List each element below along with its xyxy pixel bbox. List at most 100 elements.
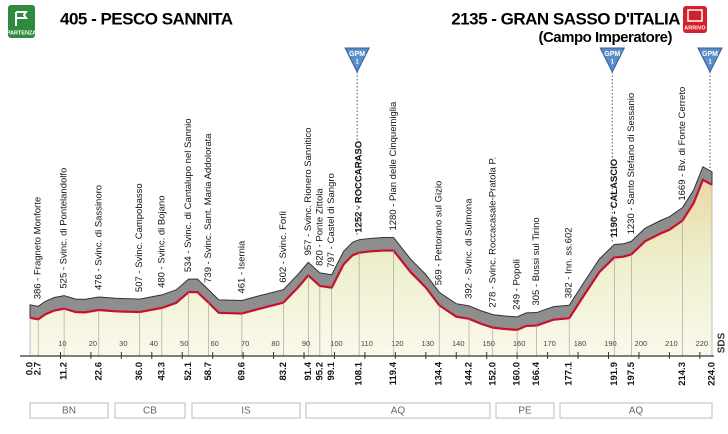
km-label: 95.2 <box>314 362 325 381</box>
km-label: 152.0 <box>487 362 498 386</box>
km-label: 52.1 <box>183 361 194 380</box>
profile-fill <box>30 179 712 356</box>
gpm-category: 1 <box>355 60 359 66</box>
waypoint-label: 569 - Pettorano sul Gizio <box>434 181 445 286</box>
waypoint-label: 305 - Bussi sul Tirino <box>531 217 542 305</box>
km-label: 160.0 <box>512 362 523 386</box>
gpm-label: GPM <box>604 51 620 58</box>
x-tick-label: 150 <box>482 339 495 348</box>
x-tick-label: 220 <box>696 339 709 348</box>
region-box <box>191 402 301 419</box>
x-tick-label: 10 <box>58 339 66 348</box>
km-label: 119.4 <box>388 361 399 385</box>
waypoint-label: 797 - Castel di Sangro <box>326 173 337 268</box>
region-label: CB <box>143 406 157 417</box>
km-label: 177.1 <box>564 361 575 385</box>
regions <box>29 402 713 419</box>
gpm-marker <box>599 47 626 74</box>
x-tick-label: 170 <box>543 339 556 348</box>
x-tick-label: 120 <box>391 339 404 348</box>
km-label: 197.5 <box>626 361 637 385</box>
waypoint-label: 957 - Svinc. Rionero Sannitico <box>303 128 314 256</box>
gpm-label: GPM <box>349 51 365 58</box>
start-badge: PARTENZA <box>7 5 37 38</box>
x-tick-label: 70 <box>241 339 249 348</box>
region-label: AQ <box>391 406 406 417</box>
km-label: 166.4 <box>531 361 542 385</box>
km-label: 22.6 <box>93 362 104 381</box>
x-tick-label: 60 <box>211 339 219 348</box>
km-label: 2.7 <box>33 362 44 375</box>
finish-icon <box>687 9 703 22</box>
km-label: 43.3 <box>156 362 167 381</box>
km-label: 58.7 <box>203 362 214 381</box>
finish-subtitle: (Campo Imperatore) <box>538 29 672 46</box>
km-label: 69.6 <box>236 362 247 381</box>
x-tick-label: 110 <box>361 339 373 348</box>
waypoint-label: 1280 - Pian delle Cinquemiglia <box>388 101 399 231</box>
region-box <box>305 402 491 419</box>
region-label: AQ <box>629 406 644 417</box>
km-label: 108.1 <box>354 361 365 385</box>
waypoint-label: 480 - Svinc. di Bojano <box>156 196 167 288</box>
km-label: 36.0 <box>134 362 145 381</box>
waypoint-label: 382 - Inn. ss.602 <box>564 227 575 298</box>
km-label: 0.0 <box>25 362 36 375</box>
waypoint-label: 392 - Svinc. di Sulmona <box>464 198 475 299</box>
finish-title: 2135 - GRAN SASSO D'ITALIA <box>451 9 680 28</box>
km-label: 191.9 <box>609 362 620 386</box>
gpm-category: 1 <box>708 60 712 66</box>
finish-badge: ARRIVO <box>683 6 707 33</box>
x-tick-label: 50 <box>180 339 188 348</box>
waypoint-label: 1252 - ROCCARASO <box>354 141 365 233</box>
x-tick-label: 130 <box>422 339 435 348</box>
x-tick-label: 100 <box>330 339 343 348</box>
x-tick-label: 40 <box>150 339 158 348</box>
km-label: 83.2 <box>278 362 289 381</box>
region-label: PE <box>518 406 532 417</box>
waypoint-label: 386 - Fragneto Monforte <box>33 197 44 299</box>
x-tick-label: 90 <box>302 339 310 348</box>
waypoint-label: 820 - Ponte Zittola <box>314 188 325 266</box>
waypoint-label: 1230 - Santo Stefano di Sessanio <box>626 93 637 235</box>
waypoint-label: 534 - Svinc. di Cantalupo nel Sannio <box>183 118 194 272</box>
region-box <box>29 402 109 419</box>
start-title: 405 - PESCO SANNITA <box>60 9 233 28</box>
waypoint-label: 602 - Svinc. Forlì <box>278 211 289 283</box>
start-badge-box <box>8 5 35 38</box>
waypoint-label: 739 - Svinc. Sant. Maria Addolorata <box>203 133 214 283</box>
x-tick-label: 140 <box>452 339 465 348</box>
plot: 10 20 30 40 50 60 70 80 90 100 110 120 130 140 150 160 1… <box>25 47 723 386</box>
x-tick-label: 210 <box>665 339 678 348</box>
region-label: BN <box>62 406 76 417</box>
km-label: 214.3 <box>677 362 688 386</box>
x-tick-label: 190 <box>604 339 617 348</box>
waypoint-label: 1190 - CALASCIO <box>609 159 620 238</box>
region-box <box>559 402 713 419</box>
x-tick-label: 200 <box>635 339 648 348</box>
waypoint-label: 461 - Isernia <box>236 240 247 294</box>
gpm-category: 1 <box>611 60 615 66</box>
waypoint-label: 476 - Svinc. di Sassinoro <box>93 185 104 290</box>
km-label: 91.4 <box>303 361 314 380</box>
finish-badge-text: ARRIVO <box>684 25 706 31</box>
credit: SDS <box>717 332 728 353</box>
x-tick-label: 180 <box>574 339 587 348</box>
finish-badge-box <box>683 6 707 33</box>
km-label: 11.2 <box>59 362 70 380</box>
waypoint-label: 507 - Svinc. Campobasso <box>134 183 145 292</box>
waypoint-label: 278 - Svinc. Roccacasale-Pratola P. <box>487 157 498 308</box>
x-tick-label: 20 <box>89 339 97 348</box>
gpm-label: GPM <box>702 51 718 58</box>
km-label: 224.0 <box>707 362 718 386</box>
start-badge-text: PARTENZA <box>7 30 37 36</box>
waypoint-label: 1669 - Bv. di Fonte Cerreto <box>677 87 688 201</box>
gpm-marker <box>344 47 370 74</box>
km-label: 99.1 <box>326 361 337 380</box>
gpm-marker <box>697 47 723 74</box>
km-label: 134.4 <box>434 361 445 385</box>
x-tick-label: 160 <box>513 339 526 348</box>
km-label: 144.2 <box>464 362 475 386</box>
waypoint-label: 249 - Popoli <box>512 259 523 310</box>
